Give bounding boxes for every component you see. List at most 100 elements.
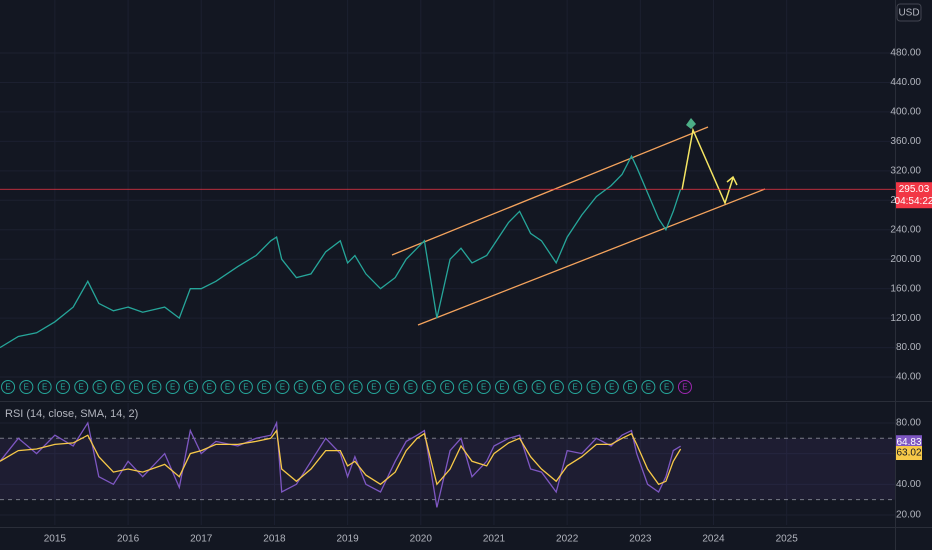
earnings-label: E: [60, 383, 65, 392]
earnings-marker: [220, 380, 235, 394]
earnings-marker: [531, 380, 546, 394]
series-line: [0, 420, 681, 508]
earnings-label: E: [115, 383, 120, 392]
earnings-marker: [110, 380, 125, 394]
marker-icon: [686, 118, 696, 129]
earnings-marker: [184, 380, 199, 394]
earnings-label: E: [536, 383, 541, 392]
x-tick-label: 2022: [556, 534, 579, 545]
series-line: [0, 428, 682, 486]
earnings-marker: [165, 380, 180, 394]
earnings-marker: [1, 380, 16, 394]
earnings-label: E: [426, 383, 431, 392]
last-price: 295.03: [899, 184, 930, 195]
earnings-label: E: [188, 383, 193, 392]
earnings-marker: [74, 380, 89, 394]
earnings-marker: [385, 380, 400, 394]
earnings-label: E: [335, 383, 340, 392]
earnings-marker: [19, 380, 34, 394]
earnings-marker: [641, 380, 656, 394]
y-tick-label: 160.00: [890, 283, 921, 294]
earnings-label: E: [664, 383, 669, 392]
earnings-marker: [677, 380, 692, 394]
y-tick-label: 20.00: [896, 510, 921, 521]
series-line: [0, 154, 682, 349]
earnings-marker: [293, 380, 308, 394]
earnings-marker: [55, 380, 70, 394]
y-tick-label: 80.00: [896, 418, 921, 429]
last-value-box: [896, 435, 922, 450]
y-tick-label: 400.00: [890, 107, 921, 118]
earnings-label: E: [353, 383, 358, 392]
earnings-marker: [458, 380, 473, 394]
projection-arrow: [726, 175, 738, 186]
earnings-label: E: [97, 383, 102, 392]
channel-lower: [417, 188, 766, 326]
earnings-label: E: [42, 383, 47, 392]
earnings-label: E: [225, 383, 230, 392]
last-value: 64.83: [896, 437, 921, 448]
earnings-label: E: [682, 383, 687, 392]
earnings-marker: [147, 380, 162, 394]
earnings-label: E: [463, 383, 468, 392]
y-tick-label: 320.00: [890, 165, 921, 176]
earnings-marker: [348, 380, 363, 394]
earnings-label: E: [554, 383, 559, 392]
earnings-label: E: [390, 383, 395, 392]
earnings-label: E: [371, 383, 376, 392]
earnings-marker: [366, 380, 381, 394]
earnings-label: E: [573, 383, 578, 392]
y-tick-label: 200.00: [890, 254, 921, 265]
earnings-label: E: [207, 383, 212, 392]
earnings-label: E: [609, 383, 614, 392]
earnings-label: E: [5, 383, 10, 392]
earnings-marker: [257, 380, 272, 394]
currency: USD: [898, 8, 919, 19]
x-tick-label: 2016: [117, 534, 140, 545]
y-tick-label: 120.00: [890, 313, 921, 324]
last-price-box: [896, 182, 932, 209]
y-tick-label: 40.00: [896, 479, 921, 490]
x-tick-label: 2020: [410, 534, 433, 545]
x-tick-label: 2017: [190, 534, 213, 545]
y-tick-label: 240.00: [890, 224, 921, 235]
earnings-marker: [495, 380, 510, 394]
earnings-label: E: [298, 383, 303, 392]
earnings-label: E: [591, 383, 596, 392]
x-tick-label: 2023: [629, 534, 652, 545]
x-tick-label: 2015: [44, 534, 67, 545]
earnings-label: E: [170, 383, 175, 392]
countdown: 04:54:22: [895, 196, 932, 207]
earnings-marker: [202, 380, 217, 394]
earnings-label: E: [316, 383, 321, 392]
earnings-marker: [129, 380, 144, 394]
earnings-label: E: [627, 383, 632, 392]
y-tick-label: 80.00: [896, 342, 921, 353]
earnings-marker: [330, 380, 345, 394]
rsi-title: RSI (14, close, SMA, 14, 2): [5, 408, 138, 420]
currency-box[interactable]: [896, 3, 922, 22]
earnings-marker: [604, 380, 619, 394]
earnings-label: E: [280, 383, 285, 392]
projection-path: [681, 127, 734, 206]
earnings-marker: [476, 380, 491, 394]
x-tick-label: 2019: [336, 534, 359, 545]
earnings-label: E: [481, 383, 486, 392]
channel-upper: [391, 126, 709, 256]
earnings-marker: [421, 380, 436, 394]
earnings-label: E: [518, 383, 523, 392]
y-tick-label: 40.00: [896, 372, 921, 383]
x-tick-label: 2018: [263, 534, 286, 545]
earnings-label: E: [133, 383, 138, 392]
earnings-label: E: [24, 383, 29, 392]
earnings-label: E: [152, 383, 157, 392]
y-tick-label: 440.00: [890, 77, 921, 88]
earnings-marker: [659, 380, 674, 394]
earnings-marker: [37, 380, 52, 394]
earnings-label: E: [408, 383, 413, 392]
earnings-label: E: [646, 383, 651, 392]
y-tick-label: 360.00: [890, 136, 921, 147]
earnings-marker: [586, 380, 601, 394]
